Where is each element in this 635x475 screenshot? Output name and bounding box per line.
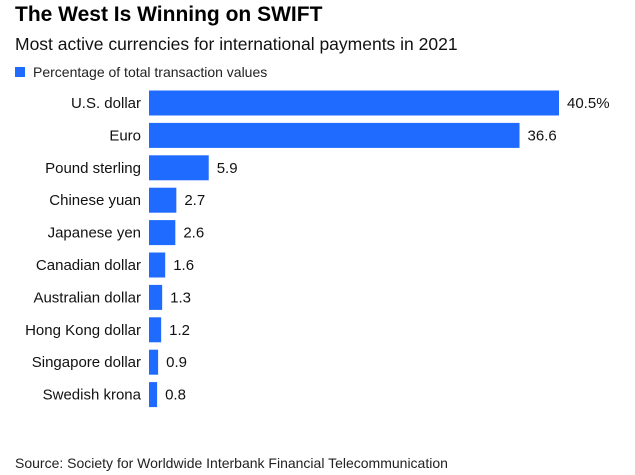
bar-u-s-dollar bbox=[149, 90, 559, 116]
category-label-euro: Euro bbox=[109, 127, 141, 144]
legend-swatch bbox=[15, 67, 25, 77]
chart-subtitle: Most active currencies for international… bbox=[15, 34, 458, 54]
value-label-u-s-dollar: 40.5% bbox=[567, 95, 610, 112]
category-label-australian-dollar: Australian dollar bbox=[33, 289, 141, 306]
bar-australian-dollar bbox=[149, 284, 163, 310]
chart-title: The West Is Winning on SWIFT bbox=[15, 3, 323, 26]
chart-legend: Percentage of total transaction values bbox=[15, 64, 267, 80]
value-label-australian-dollar: 1.3 bbox=[170, 289, 191, 306]
bar-hong-kong-dollar bbox=[149, 317, 162, 343]
value-label-japanese-yen: 2.6 bbox=[183, 225, 204, 242]
value-label-chinese-yuan: 2.7 bbox=[184, 192, 205, 209]
category-label-swedish-krona: Swedish krona bbox=[43, 387, 142, 404]
category-label-canadian-dollar: Canadian dollar bbox=[36, 257, 141, 274]
bar-chart: U.S. dollar 40.5% Euro 36.6 Pound sterling 5.… bbox=[25, 90, 610, 408]
legend-label: Percentage of total transaction values bbox=[33, 64, 268, 80]
category-label-japanese-yen: Japanese yen bbox=[48, 225, 141, 242]
source-note: Source: Society for Worldwide Interbank … bbox=[15, 455, 448, 471]
category-label-pound-sterling: Pound sterling bbox=[45, 160, 141, 177]
bar-canadian-dollar bbox=[149, 252, 166, 278]
bar-swedish-krona bbox=[149, 382, 158, 408]
value-label-singapore-dollar: 0.9 bbox=[166, 354, 187, 371]
bar-pound-sterling bbox=[149, 155, 209, 181]
value-label-pound-sterling: 5.9 bbox=[217, 160, 238, 177]
value-label-euro: 36.6 bbox=[528, 127, 557, 144]
category-label-u-s-dollar: U.S. dollar bbox=[71, 95, 141, 112]
value-label-swedish-krona: 0.8 bbox=[165, 387, 186, 404]
category-label-chinese-yuan: Chinese yuan bbox=[49, 192, 141, 209]
bar-japanese-yen bbox=[149, 220, 176, 246]
bar-chinese-yuan bbox=[149, 187, 177, 213]
value-label-canadian-dollar: 1.6 bbox=[173, 257, 194, 274]
category-label-hong-kong-dollar: Hong Kong dollar bbox=[25, 322, 141, 339]
category-label-singapore-dollar: Singapore dollar bbox=[32, 354, 141, 371]
bar-singapore-dollar bbox=[149, 349, 159, 375]
value-label-hong-kong-dollar: 1.2 bbox=[169, 322, 190, 339]
bar-euro bbox=[149, 122, 520, 148]
